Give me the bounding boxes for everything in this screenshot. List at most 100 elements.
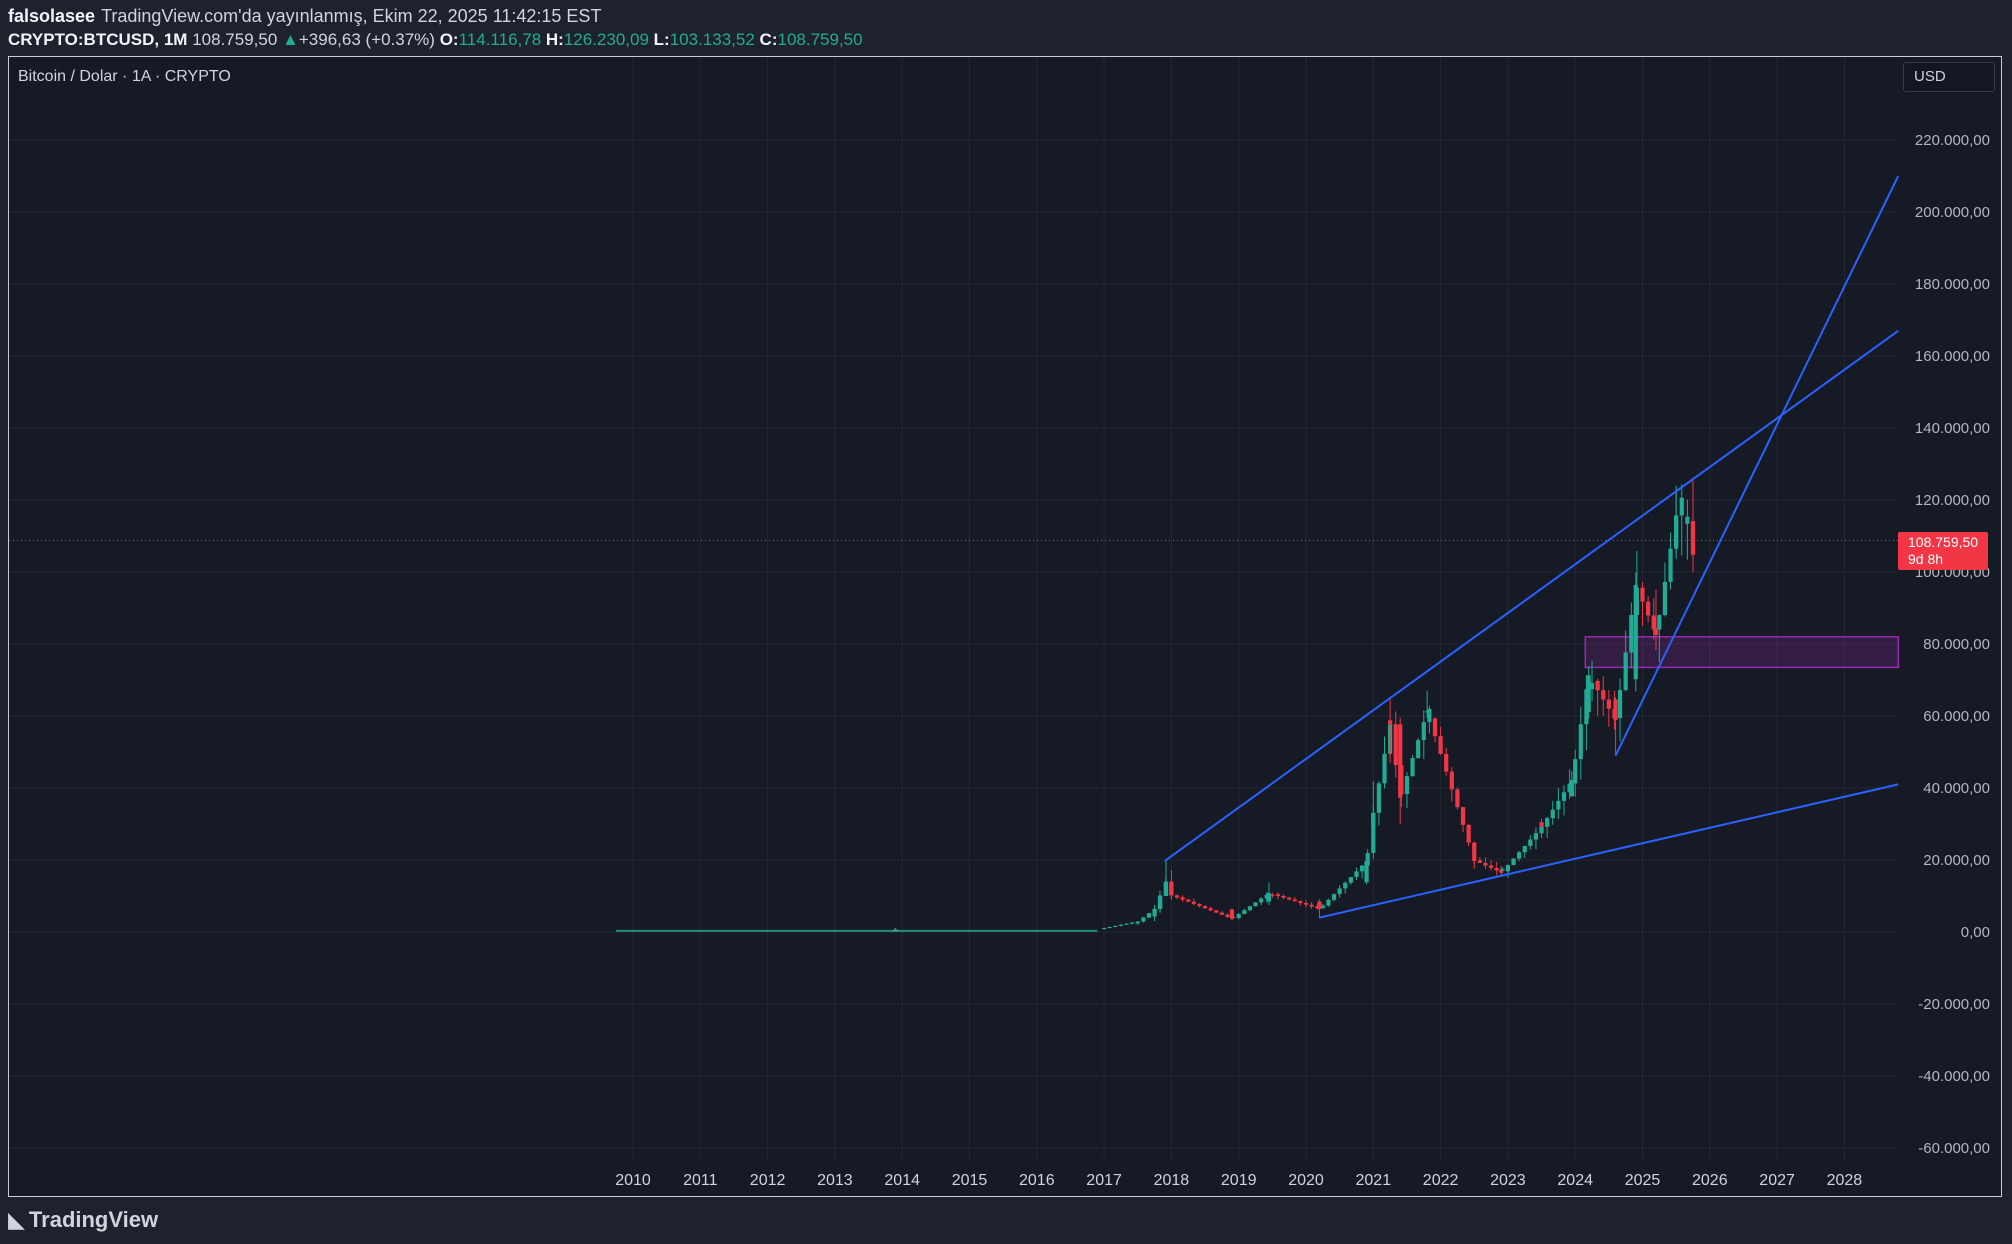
candle-body (1146, 913, 1152, 918)
candle-body (1623, 652, 1628, 690)
candle-body (1500, 869, 1505, 871)
candle-body (1550, 809, 1555, 819)
candle-body (1388, 720, 1393, 725)
trendline[interactable] (1164, 329, 1899, 862)
candle-body (1472, 860, 1477, 861)
candle-body (1539, 826, 1544, 834)
candle-body (1298, 901, 1303, 903)
grid (9, 57, 1898, 1160)
candle-body (1640, 587, 1645, 602)
candle-body (1174, 895, 1180, 898)
candle-body (1169, 881, 1174, 896)
candle-body (1354, 871, 1359, 878)
candle-body (1606, 699, 1611, 709)
candle-body (1522, 845, 1527, 853)
candle-body (1567, 783, 1572, 793)
candle-body (1679, 497, 1684, 516)
candle-body (1477, 860, 1482, 863)
candle-body (1584, 689, 1589, 725)
candle-body (1455, 789, 1460, 808)
candle-body (1629, 614, 1634, 653)
candle-body (1186, 899, 1191, 902)
x-tick-label: 2017 (1086, 1172, 1122, 1189)
candle-body (1662, 581, 1668, 616)
candle-body (1202, 906, 1208, 909)
candle-body (1517, 852, 1522, 859)
candle-body (1449, 771, 1454, 790)
candle-body (1589, 683, 1595, 690)
candle-body (1427, 708, 1432, 723)
candle-body (1197, 903, 1202, 907)
candle-body (1460, 807, 1466, 825)
candle-body (1315, 906, 1320, 909)
x-tick-label: 2025 (1625, 1172, 1661, 1189)
brand-name: TradingView (28, 1207, 159, 1232)
candle-body (1152, 908, 1157, 917)
x-tick-label: 2018 (1154, 1172, 1190, 1189)
candle-body (1382, 753, 1387, 784)
x-tick-label: 2010 (615, 1172, 651, 1189)
last-price-tag: 108.759,50 9d 8h (1898, 532, 1988, 570)
author-name[interactable]: falsolasee (8, 6, 96, 26)
candle-body (1141, 917, 1146, 922)
candle-body (1320, 905, 1325, 909)
candle-body (1317, 901, 1322, 909)
candle-body (1595, 680, 1600, 691)
candle-body (1225, 914, 1230, 917)
x-tick-label: 2014 (884, 1172, 920, 1189)
x-tick-label: 2022 (1423, 1172, 1459, 1189)
y-tick-label: -60.000,00 (1918, 1140, 1990, 1157)
chart-pane[interactable] (8, 56, 2002, 1197)
y-tick-label: -20.000,00 (1918, 996, 1990, 1013)
trendline[interactable] (1614, 175, 1900, 757)
candle-body (1309, 904, 1314, 907)
candle-body (1259, 898, 1264, 903)
publish-date: TradingView.com'da yayınlanmış, Ekim 22,… (101, 6, 602, 26)
candle-body (1561, 792, 1567, 801)
x-tick-label: 2015 (952, 1172, 988, 1189)
candle-body (1601, 690, 1606, 700)
candle-body (1102, 928, 1107, 930)
candle-body (1586, 675, 1591, 713)
candle-body (1545, 818, 1550, 827)
symbol-label: CRYPTO:BTCUSD, 1M (8, 30, 188, 49)
ohlc-legend: CRYPTO:BTCUSD, 1M 108.759,50 ▲+396,63 (+… (8, 30, 863, 50)
candles (616, 477, 1696, 932)
x-tick-label: 2011 (683, 1172, 718, 1189)
x-tick-label: 2012 (750, 1172, 786, 1189)
tradingview-logo[interactable]: ◣ TradingView (8, 1207, 158, 1233)
y-tick-label: 200.000,00 (1915, 204, 1990, 221)
candle-body (1674, 515, 1679, 547)
candle-body (1438, 736, 1443, 754)
candle-body (1425, 711, 1430, 713)
close-label: C: (759, 30, 778, 49)
candle-body (1653, 628, 1659, 635)
publish-info: falsolasee TradingView.com'da yayınlanmış… (8, 6, 601, 27)
candle-body (1646, 601, 1651, 616)
close-value: 108.759,50 (777, 30, 863, 49)
candle-body (1118, 924, 1124, 926)
x-tick-label: 2019 (1221, 1172, 1257, 1189)
trendline[interactable] (1319, 783, 1899, 919)
candle-body (1511, 858, 1516, 865)
x-tick-label: 2027 (1759, 1172, 1795, 1189)
x-tick-label: 2024 (1557, 1172, 1593, 1189)
candle-body (1337, 888, 1342, 895)
candle-body (1219, 912, 1224, 915)
candle-body (1432, 718, 1438, 737)
currency-button[interactable]: USD (1903, 62, 1995, 92)
candle-body (1359, 865, 1365, 872)
y-tick-label: 80.000,00 (1923, 636, 1990, 653)
y-tick-label: 40.000,00 (1923, 780, 1990, 797)
candle-body (1331, 894, 1337, 900)
candle-body (1214, 910, 1219, 913)
trendlines[interactable] (1164, 175, 1900, 919)
candle-body (1393, 724, 1398, 766)
candle-body (1613, 699, 1618, 720)
candle-body (1275, 894, 1281, 896)
publish-header: falsolasee TradingView.com'da yayınlanmış… (8, 4, 1998, 52)
chart-legend-title[interactable]: Bitcoin / Dolar · 1A · CRYPTO (18, 68, 231, 85)
candle-body (1556, 800, 1561, 810)
candle-body (1651, 615, 1656, 630)
